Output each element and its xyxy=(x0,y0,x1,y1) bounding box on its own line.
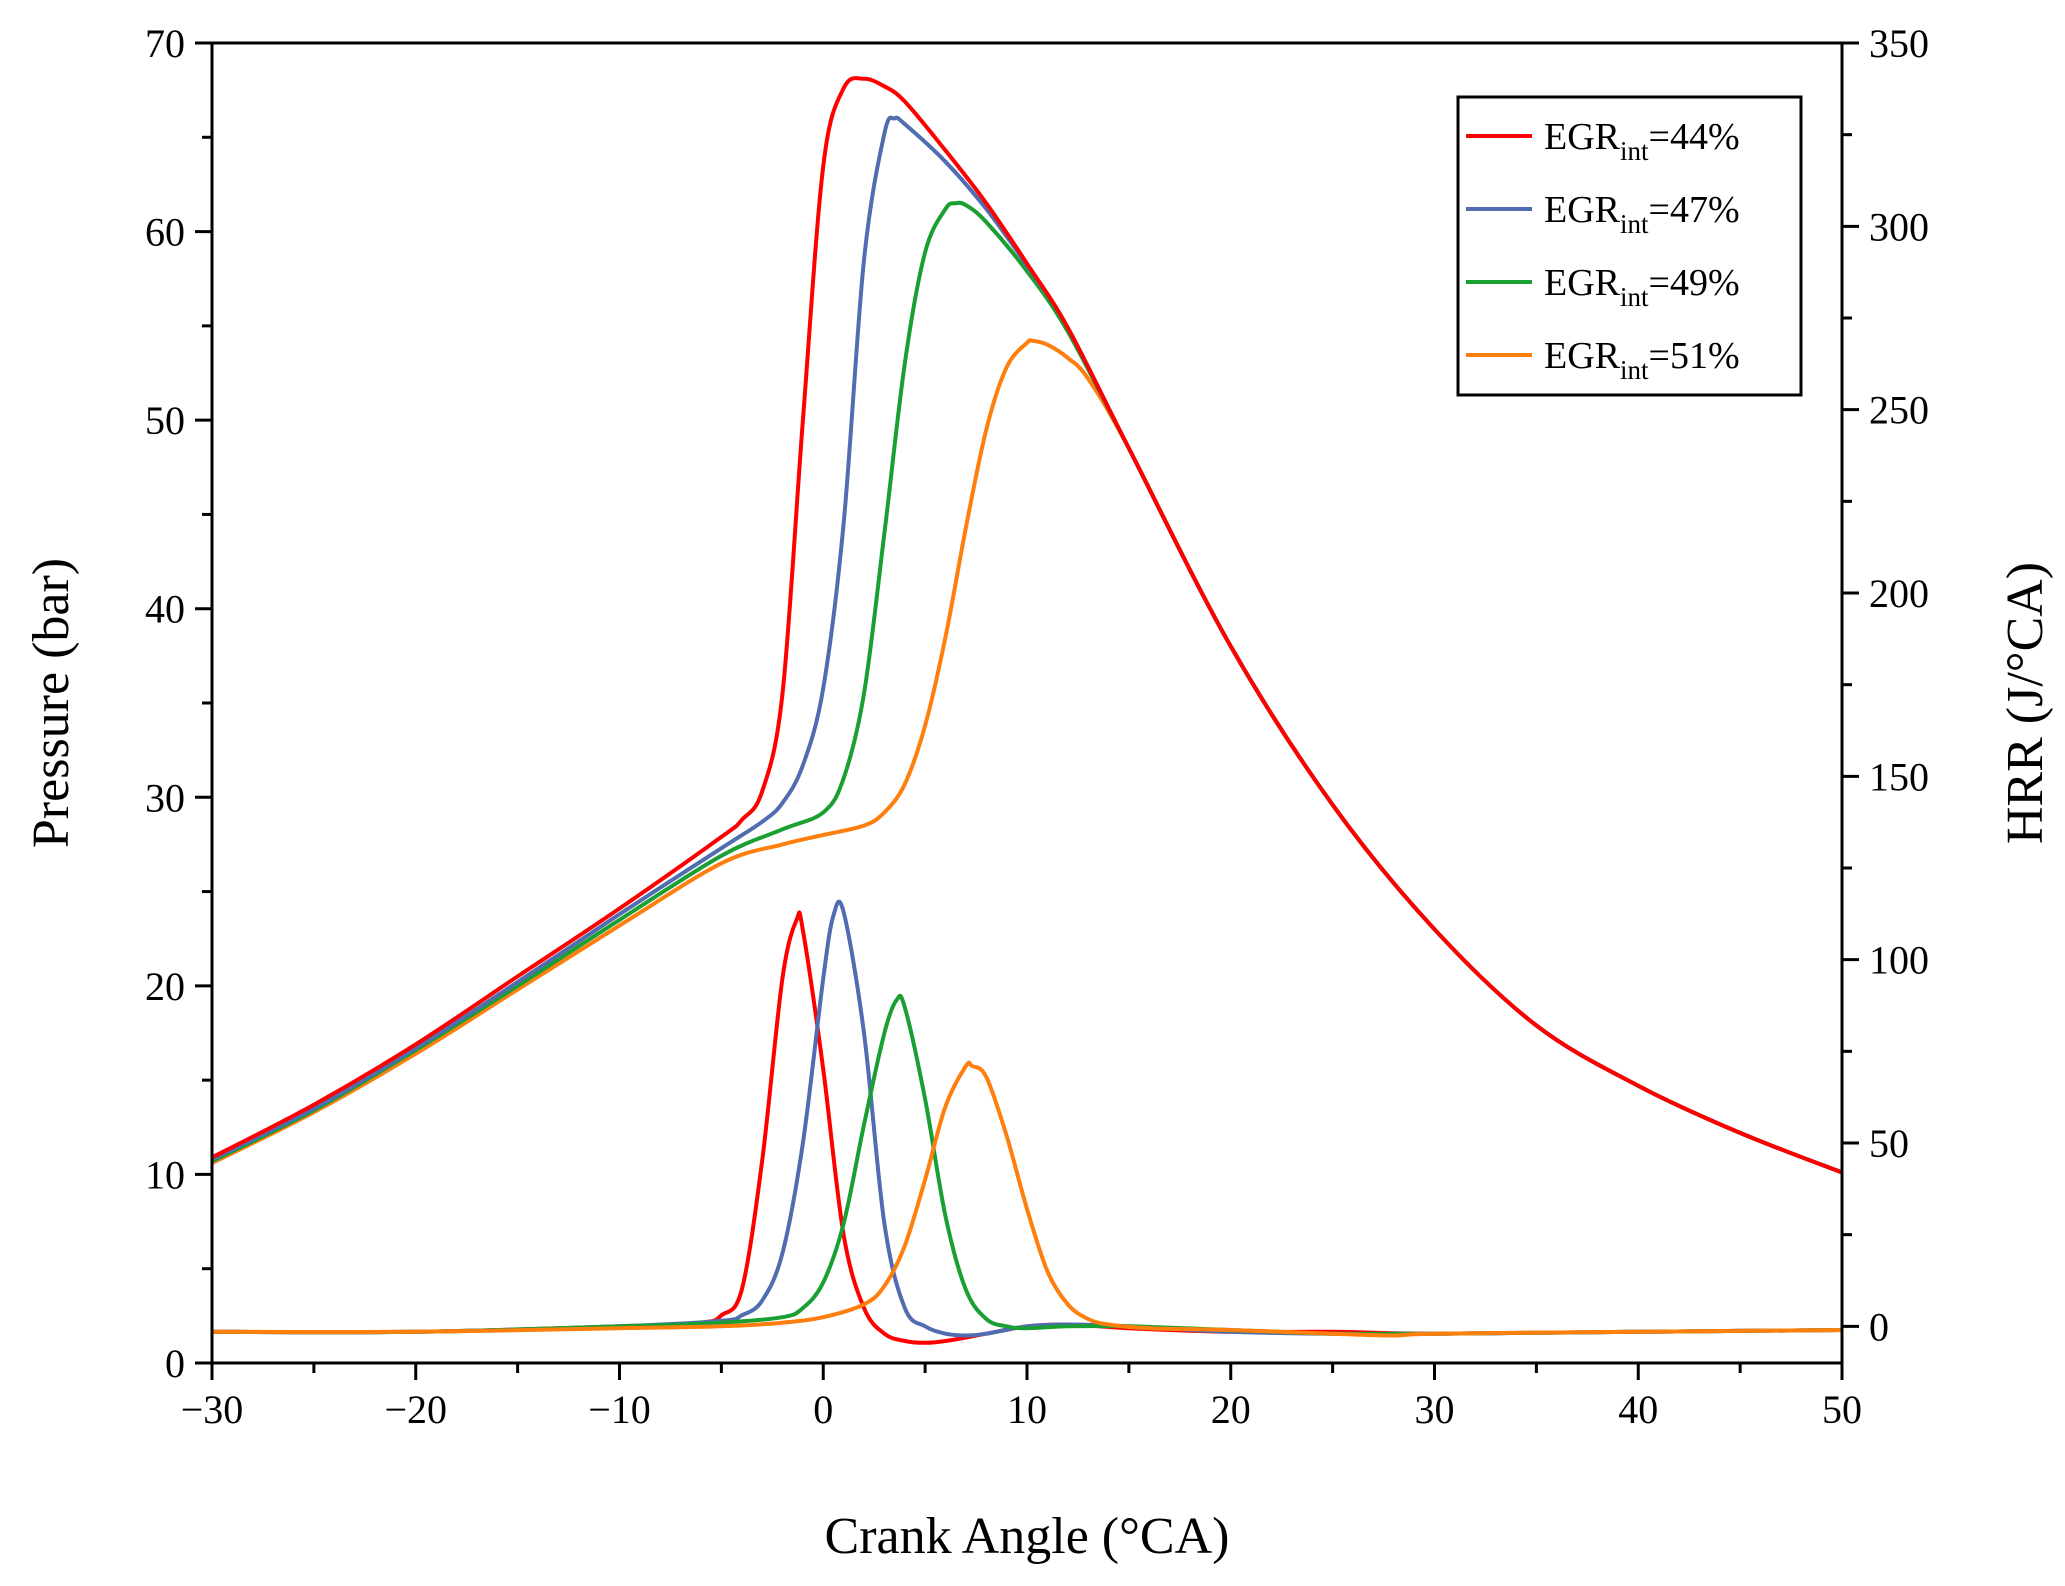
plot-lines xyxy=(212,76,1842,1345)
x-tick-label: −10 xyxy=(588,1387,651,1432)
x-tick-label: 50 xyxy=(1822,1387,1862,1432)
x-tick-label: 10 xyxy=(1007,1387,1047,1432)
x-tick-label: 40 xyxy=(1618,1387,1658,1432)
y-right-tick-label: 150 xyxy=(1869,754,1929,799)
y-right-tick-label: 0 xyxy=(1869,1304,1889,1349)
right-y-axis-title: HRR (J/°CA) xyxy=(1997,562,2054,844)
hrr-line-3 xyxy=(212,993,1842,1337)
legend-label: EGRint=49% xyxy=(1544,262,1740,312)
series-group xyxy=(212,76,1842,1345)
pressure-line-4 xyxy=(212,338,1842,1175)
legend-label: EGRint=47% xyxy=(1544,189,1740,239)
hrr-line-4 xyxy=(212,1060,1842,1338)
legend-label: EGRint=51% xyxy=(1544,335,1740,385)
y-right-tick-label: 350 xyxy=(1869,21,1929,66)
left-y-axis-title: Pressure (bar) xyxy=(23,558,80,848)
y-left-tick-label: 10 xyxy=(145,1152,185,1197)
x-axis-title: Crank Angle (°CA) xyxy=(825,1508,1230,1565)
y-right-tick-label: 50 xyxy=(1869,1121,1909,1166)
legend-label: EGRint=44% xyxy=(1544,116,1740,166)
tick-labels: −30 −20 −10 0 10 20 30 40 5001020304050607005010… xyxy=(145,21,1929,1432)
y-left-tick-label: 50 xyxy=(145,398,185,443)
hrr-line-2 xyxy=(212,899,1842,1338)
y-left-tick-label: 20 xyxy=(145,964,185,1009)
legend: EGRint=44% EGRint=47% EGRint=49% EGRint=51% xyxy=(1456,95,1803,397)
axis-ticks xyxy=(195,41,1859,1380)
y-left-tick-label: 0 xyxy=(165,1341,185,1386)
x-tick-label: −30 xyxy=(181,1387,244,1432)
x-tick-label: 30 xyxy=(1415,1387,1455,1432)
legend-box xyxy=(1456,95,1803,397)
x-tick-label: 20 xyxy=(1211,1387,1251,1432)
hrr-line-1 xyxy=(212,910,1842,1345)
y-right-tick-label: 200 xyxy=(1869,571,1929,616)
y-right-tick-label: 250 xyxy=(1869,388,1929,433)
y-right-tick-label: 100 xyxy=(1869,938,1929,983)
pressure-line-1 xyxy=(212,76,1842,1175)
y-left-tick-label: 70 xyxy=(145,21,185,66)
x-tick-label: 0 xyxy=(813,1387,833,1432)
y-right-tick-label: 300 xyxy=(1869,204,1929,249)
y-left-tick-label: 60 xyxy=(145,210,185,255)
y-left-tick-label: 40 xyxy=(145,587,185,632)
x-tick-label: −20 xyxy=(384,1387,447,1432)
y-left-tick-label: 30 xyxy=(145,775,185,820)
